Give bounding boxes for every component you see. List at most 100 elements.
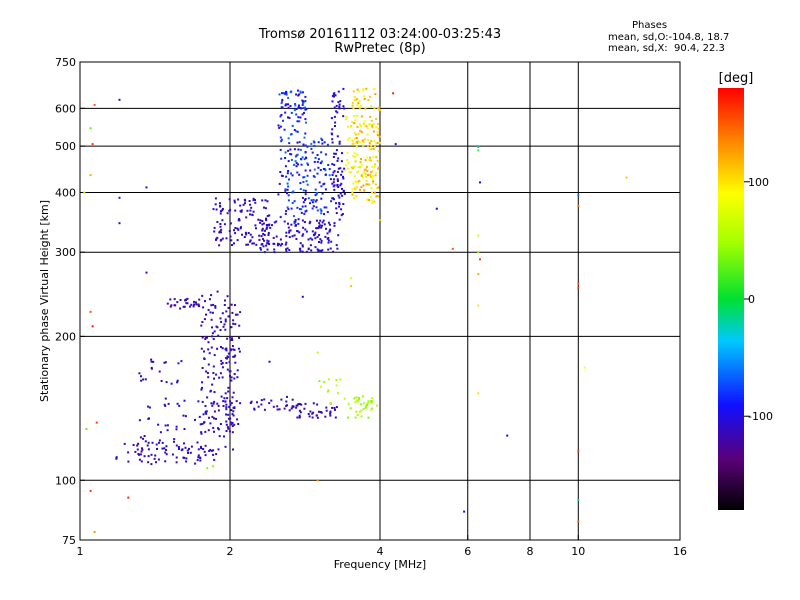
data-point	[364, 406, 367, 409]
data-point	[335, 379, 338, 381]
data-point	[184, 415, 187, 418]
data-point	[249, 402, 252, 404]
data-point	[221, 312, 224, 315]
data-point	[280, 114, 283, 116]
data-point	[353, 165, 356, 168]
data-point	[304, 118, 307, 121]
data-point	[176, 381, 179, 384]
data-point	[335, 244, 338, 247]
data-point	[152, 360, 155, 363]
data-point	[369, 156, 371, 159]
data-point	[165, 445, 168, 448]
data-point	[217, 404, 220, 407]
data-point	[287, 96, 290, 99]
data-point	[331, 406, 334, 409]
data-point	[317, 166, 320, 169]
data-point	[362, 408, 365, 410]
data-point	[360, 115, 363, 118]
data-point	[377, 150, 380, 153]
data-point	[257, 405, 260, 408]
data-point	[223, 223, 226, 226]
data-point	[367, 139, 369, 142]
data-point	[334, 416, 337, 419]
data-point	[349, 171, 352, 174]
data-point	[285, 235, 288, 238]
data-point	[239, 227, 242, 230]
data-point	[354, 142, 357, 145]
data-point	[312, 402, 315, 405]
data-point	[164, 424, 167, 427]
data-point	[310, 249, 313, 252]
data-point	[477, 251, 480, 254]
data-point	[291, 124, 294, 127]
y-tick-label: 600	[55, 102, 76, 115]
data-point	[175, 425, 178, 428]
data-point	[220, 362, 223, 365]
data-point	[358, 141, 361, 144]
data-point	[313, 233, 316, 236]
data-point	[259, 247, 262, 249]
data-point	[293, 109, 296, 112]
data-point	[220, 359, 223, 362]
data-point	[196, 441, 199, 444]
data-point	[317, 250, 320, 253]
data-point	[239, 204, 242, 207]
data-point	[237, 198, 240, 201]
data-point	[316, 248, 319, 251]
x-tick-label: 4	[377, 545, 384, 558]
data-point	[298, 120, 301, 123]
data-point	[327, 378, 330, 381]
data-point	[290, 153, 293, 156]
data-point	[370, 408, 373, 411]
data-point	[285, 248, 287, 251]
data-point	[281, 175, 284, 177]
data-point	[258, 238, 261, 241]
data-point	[224, 320, 227, 323]
data-point	[260, 243, 263, 246]
data-point	[330, 200, 333, 203]
data-point	[355, 186, 358, 189]
data-point	[336, 159, 339, 162]
data-point	[354, 159, 357, 162]
data-point	[311, 412, 314, 415]
data-point	[165, 449, 168, 451]
data-point	[233, 373, 236, 375]
data-point	[371, 201, 374, 204]
data-point	[351, 121, 354, 124]
data-point	[280, 140, 283, 143]
data-point	[284, 104, 287, 107]
data-point	[284, 165, 287, 168]
data-point	[294, 219, 297, 221]
data-point	[324, 188, 327, 191]
data-point	[340, 173, 343, 176]
data-point	[293, 222, 296, 225]
data-point	[285, 175, 288, 178]
data-point	[363, 402, 366, 405]
data-point	[238, 350, 241, 353]
data-point	[329, 414, 332, 417]
data-point	[216, 402, 219, 405]
data-point	[337, 90, 340, 93]
data-point	[304, 402, 307, 405]
data-point	[375, 195, 378, 198]
data-point	[353, 152, 356, 155]
data-point	[212, 365, 215, 368]
data-point	[360, 174, 363, 177]
data-point	[302, 201, 305, 204]
data-point	[285, 93, 288, 96]
data-point	[337, 392, 339, 395]
data-point	[261, 229, 264, 232]
data-point	[205, 313, 207, 316]
data-point	[299, 247, 302, 250]
data-point	[279, 171, 282, 173]
data-point	[294, 224, 297, 227]
data-point	[336, 111, 339, 114]
data-point	[357, 132, 360, 135]
data-point	[207, 429, 210, 432]
data-point	[315, 206, 318, 209]
data-point	[189, 305, 191, 308]
data-point	[293, 220, 296, 223]
data-point	[351, 165, 354, 168]
data-point	[263, 239, 265, 242]
data-point	[91, 143, 94, 146]
